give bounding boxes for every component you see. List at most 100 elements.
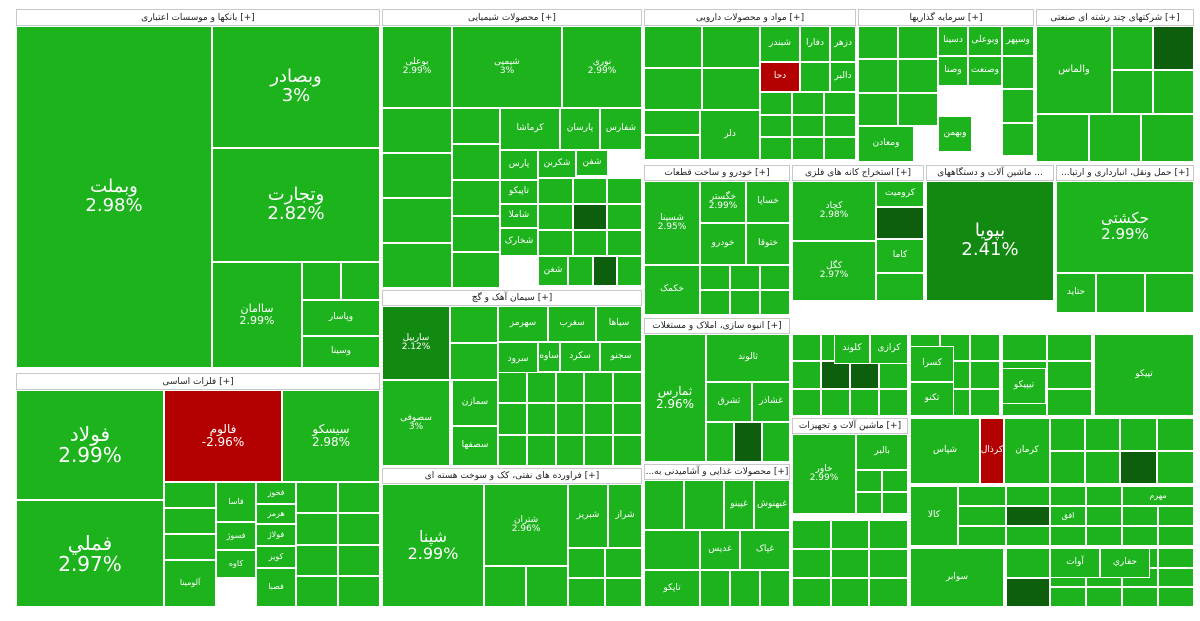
stock-tile[interactable]: شپنا 2.99% [382, 484, 484, 607]
stock-tile[interactable]: شخارک [500, 228, 538, 256]
stock-tile-small[interactable] [898, 59, 938, 93]
stock-tile-small[interactable] [1112, 26, 1153, 70]
stock-tile[interactable]: ومعادن [858, 126, 914, 162]
stock-tile-small[interactable] [555, 372, 585, 404]
stock-tile[interactable]: غبهنوش [754, 480, 790, 530]
stock-tile[interactable]: ثالوند [706, 334, 790, 382]
stock-tile-small[interactable] [792, 388, 821, 416]
stock-tile-small[interactable] [1153, 70, 1194, 114]
stock-tile[interactable]: شبریز [568, 484, 608, 548]
stock-tile-small[interactable] [856, 470, 882, 492]
stock-tile[interactable]: ختوقا [746, 223, 790, 265]
sector-header-chem[interactable]: محصولات شیمیایی [+] [382, 9, 642, 26]
stock-tile-small[interactable] [1006, 526, 1050, 546]
stock-tile[interactable]: ثشرق [706, 382, 752, 422]
stock-tile[interactable]: آلومینا [164, 560, 216, 607]
stock-tile[interactable]: دالبر [830, 62, 856, 92]
stock-tile[interactable]: وبهمن [938, 116, 972, 152]
stock-tile-small[interactable] [1157, 418, 1194, 451]
stock-tile-small[interactable] [338, 544, 380, 576]
stock-tile-small[interactable] [1158, 548, 1194, 568]
stock-tile-small[interactable] [1036, 114, 1089, 162]
stock-tile-small[interactable] [1050, 587, 1086, 607]
stock-tile[interactable]: پارس [500, 150, 538, 180]
stock-tile-small[interactable] [644, 68, 702, 110]
stock-tile-small[interactable] [1141, 114, 1194, 162]
stock-tile-small[interactable] [1050, 418, 1085, 451]
stock-tile-small[interactable] [617, 256, 642, 286]
stock-tile-small[interactable] [1158, 587, 1194, 607]
stock-tile[interactable]: سیسکو 2.98% [282, 390, 380, 482]
stock-tile-small[interactable] [1047, 334, 1092, 362]
stock-tile[interactable]: وبملت 2.98% [16, 26, 212, 368]
stock-tile-small[interactable] [450, 343, 498, 380]
stock-tile[interactable]: ساربیل 2.12% [382, 306, 450, 380]
stock-tile[interactable]: فسوژ [216, 522, 256, 550]
stock-tile-small[interactable] [644, 530, 700, 570]
stock-tile-small[interactable] [450, 306, 498, 343]
stock-tile-small[interactable] [526, 372, 556, 404]
stock-tile[interactable]: کروميت [876, 181, 924, 207]
stock-tile[interactable]: حکشتی 2.99% [1056, 181, 1194, 273]
stock-tile[interactable]: شفن [576, 150, 608, 176]
stock-tile-small[interactable] [700, 570, 730, 607]
stock-tile[interactable]: بالبر [856, 434, 908, 470]
stock-tile-small[interactable] [1047, 388, 1092, 416]
stock-tile-small[interactable] [382, 243, 452, 288]
stock-tile[interactable]: وبوعلی [968, 26, 1002, 56]
stock-tile[interactable]: کویر [256, 546, 296, 568]
stock-tile[interactable]: ساوه [538, 342, 560, 372]
stock-tile[interactable]: فالوم -2.96% [164, 390, 282, 482]
stock-tile[interactable]: بوعلی 2.99% [382, 26, 452, 108]
stock-tile-small[interactable] [338, 482, 380, 514]
stock-tile[interactable]: نوری 2.99% [562, 26, 642, 108]
stock-tile-small[interactable] [1122, 526, 1158, 546]
stock-tile-small[interactable] [452, 108, 500, 144]
sector-header-cement[interactable]: سیمان آهک و گچ [+] [382, 290, 642, 306]
stock-tile[interactable]: شیمیی 3% [452, 26, 562, 108]
stock-tile[interactable]: غشاذر [752, 382, 790, 422]
stock-tile-small[interactable] [1006, 548, 1050, 578]
stock-tile[interactable]: پارسان [560, 108, 600, 150]
stock-tile[interactable]: شکربن [538, 150, 576, 178]
sector-header-food[interactable]: ...محصولات غذایی و آشامیدنی به [+] [644, 464, 790, 480]
stock-tile[interactable]: غدیس [700, 530, 740, 570]
stock-tile[interactable]: دفارا [800, 26, 830, 62]
stock-tile[interactable]: کسرا [910, 346, 954, 382]
stock-tile-small[interactable] [792, 520, 831, 549]
stock-tile-small[interactable] [1157, 451, 1194, 484]
sector-header-machinery[interactable]: ماشین آلات و دستگاههای ... [926, 165, 1054, 181]
stock-tile[interactable]: تپیکو [1094, 334, 1194, 416]
stock-tile-small[interactable] [1002, 334, 1047, 362]
stock-tile-small[interactable] [644, 135, 700, 160]
stock-tile-small[interactable] [684, 480, 724, 530]
stock-tile-small[interactable] [734, 422, 762, 462]
stock-tile-small[interactable] [605, 577, 642, 607]
stock-tile-small[interactable] [800, 62, 830, 92]
stock-tile-small[interactable] [592, 256, 618, 286]
stock-tile[interactable]: هرمز [256, 504, 296, 524]
stock-tile[interactable]: سصفها [452, 426, 498, 466]
stock-tile[interactable]: کرمان [1004, 418, 1050, 484]
stock-tile-small[interactable] [1153, 26, 1194, 70]
stock-tile-small[interactable] [898, 92, 938, 126]
stock-tile[interactable]: شاملا [500, 204, 538, 228]
stock-tile-small[interactable] [568, 256, 593, 286]
stock-tile[interactable]: کگل 2.97% [792, 241, 876, 301]
stock-tile[interactable]: فخوز [256, 482, 296, 504]
stock-tile-small[interactable] [850, 388, 879, 416]
stock-tile-small[interactable] [1122, 587, 1158, 607]
stock-tile-small[interactable] [1002, 89, 1034, 123]
stock-tile[interactable]: دزهر [830, 26, 856, 62]
stock-tile-small[interactable] [876, 273, 924, 301]
sector-header-equipment[interactable]: ماشین آلات و تجهیزات [+] [792, 418, 908, 434]
stock-tile[interactable]: فولاد 2.99% [16, 390, 164, 500]
stock-tile-small[interactable] [584, 403, 614, 435]
stock-tile[interactable]: سیاها [596, 306, 642, 342]
stock-tile[interactable]: سصوفی 3% [382, 380, 450, 466]
stock-tile-small[interactable] [970, 361, 1000, 389]
stock-tile[interactable]: شتران 2.96% [484, 484, 568, 566]
stock-tile-small[interactable] [730, 290, 760, 315]
stock-tile-small[interactable] [824, 137, 856, 160]
stock-tile-small[interactable] [1006, 486, 1050, 506]
